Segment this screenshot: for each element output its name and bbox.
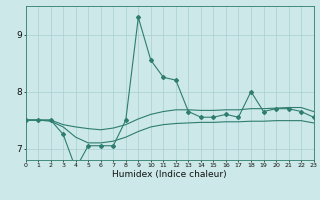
X-axis label: Humidex (Indice chaleur): Humidex (Indice chaleur) [112,170,227,179]
